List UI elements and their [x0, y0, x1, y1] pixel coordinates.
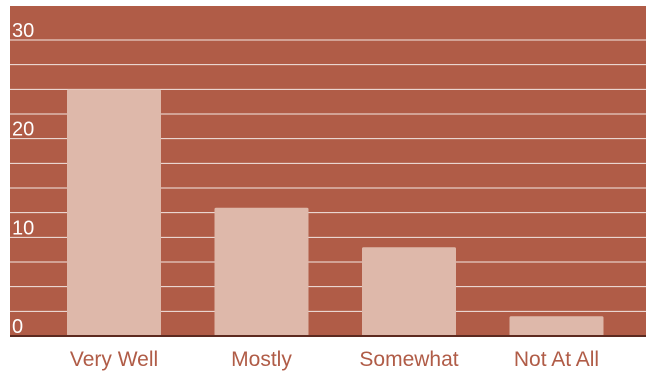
- y-tick-label: 20: [12, 119, 34, 141]
- bar-very-well: [67, 89, 161, 336]
- y-axis-tick-labels: 0 10 20 30: [12, 20, 34, 338]
- y-tick-label: 30: [12, 20, 34, 42]
- bars: [67, 89, 604, 336]
- bar-not-at-all: [509, 316, 604, 336]
- x-category-label: Mostly: [231, 348, 292, 371]
- x-category-label: Somewhat: [359, 348, 458, 371]
- y-tick-label: 0: [12, 316, 23, 338]
- bar-somewhat: [362, 247, 456, 336]
- y-tick-label: 10: [12, 217, 34, 239]
- bar-mostly: [214, 207, 309, 336]
- x-category-label: Not At All: [514, 348, 599, 371]
- x-axis-category-labels: Very Well Mostly Somewhat Not At All: [70, 348, 599, 371]
- x-category-label: Very Well: [70, 348, 158, 371]
